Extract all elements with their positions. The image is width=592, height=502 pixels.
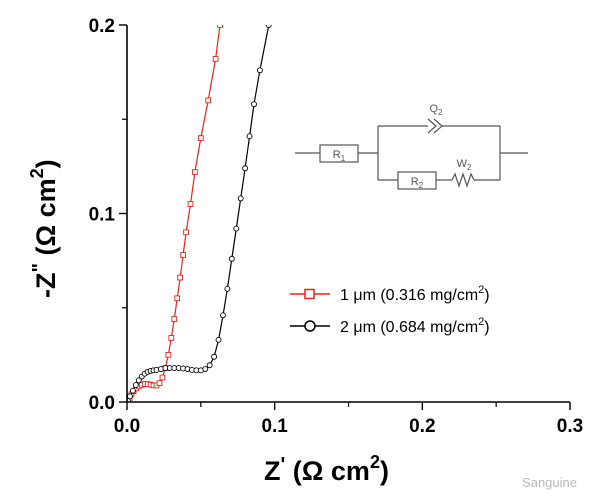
legend-entry-2: 2 μm (0.684 mg/cm2) [290,316,490,336]
data-point [224,285,231,292]
data-point [127,393,133,400]
warburg-w2 [451,172,475,188]
data-point [171,316,178,322]
data-point [197,135,204,141]
data-point [174,295,181,302]
data-point [206,362,213,369]
data-point [132,382,139,388]
data-point [233,225,240,232]
data-point [237,195,244,202]
plot-area [127,25,272,402]
x-tick-label: 0.0 [114,416,140,437]
label-r1: R1 [333,149,346,163]
data-point [135,377,142,384]
series-line-1 [127,25,221,402]
y-axis-title: -Z" (Ω cm2) [27,159,61,298]
label-w2: W2 [457,158,472,172]
x-axis-title: Z' (Ω cm2) [264,452,389,486]
watermark-text: Sanguine [522,475,577,490]
data-point [211,353,218,360]
data-point [165,352,172,358]
data-point [205,97,212,104]
series-line-2 [127,25,270,402]
data-point [159,374,166,381]
x-tick-label: 0.3 [557,416,583,437]
data-point [180,252,186,258]
data-point [265,25,272,28]
axes: 0.0 0.1 0.2 0.3 0.0 0.1 0.2 Z' (Ω cm2) -Z" (Ω cm… [27,16,583,486]
data-point [217,25,223,28]
data-point [256,67,263,74]
y-tick-label: 0.0 [89,393,115,414]
data-point [183,229,189,236]
legend-marker [304,288,315,300]
legend: 1 μm (0.316 mg/cm2) 2 μm (0.684 mg/cm2) [290,284,490,336]
cpe-q2 [427,118,443,134]
data-point [212,56,219,62]
legend-label: 1 μm (0.316 mg/cm2) [340,284,490,304]
data-point [129,387,136,394]
y-tick-label: 0.2 [89,16,115,37]
data-point [242,165,249,172]
legend-marker [304,320,316,332]
data-point [246,133,253,140]
label-r2: R2 [411,176,424,190]
data-point [215,336,222,343]
data-point [202,366,209,372]
label-q2: Q2 [429,103,443,117]
legend-label: 2 μm (0.684 mg/cm2) [340,316,490,336]
equivalent-circuit-inset: R1 Q2 R2 W2 [295,103,528,190]
x-tick-label: 0.2 [409,416,435,437]
data-point [156,380,163,387]
data-point [168,335,175,341]
data-point [177,274,184,281]
y-tick-label: 0.1 [89,205,116,226]
data-point [251,101,257,108]
data-point [228,255,235,262]
data-point [187,201,194,207]
data-point [192,169,198,175]
x-tick-label: 0.1 [261,416,288,437]
data-point [220,312,226,319]
legend-entry-1: 1 μm (0.316 mg/cm2) [290,284,490,304]
